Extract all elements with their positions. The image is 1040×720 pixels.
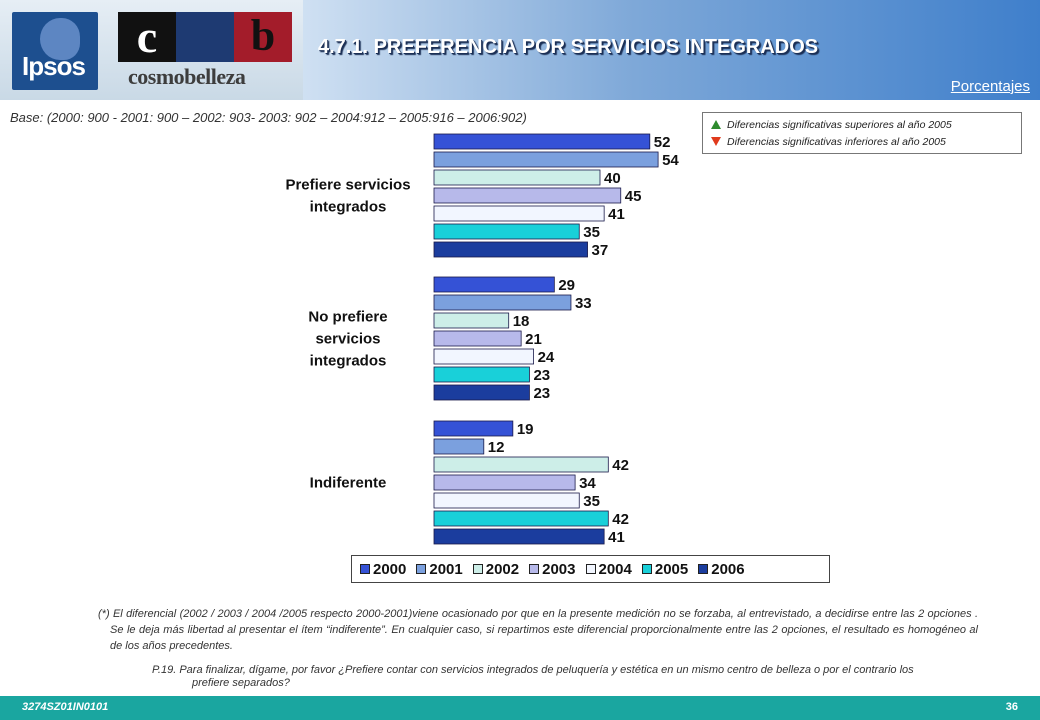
significance-down-text: Diferencias significativas inferiores al… <box>727 135 946 148</box>
cb-logo-b: b <box>234 12 292 62</box>
footnote: (*) El diferencial (2002 / 2003 / 2004 /… <box>98 608 978 652</box>
legend-swatch-2003 <box>529 564 540 574</box>
significance-legend: Diferencias significativas superiores al… <box>702 112 1022 154</box>
triangle-up-icon <box>711 120 721 129</box>
legend-label-2002: 2002 <box>485 560 520 578</box>
legend-item-2005: 2005 <box>641 560 689 578</box>
data-label-2001-group-2: 33 <box>575 295 592 312</box>
legend-swatch-2004 <box>585 564 596 574</box>
data-label-2006-group-2: 23 <box>533 385 550 402</box>
legend-label-2005: 2005 <box>654 560 689 578</box>
significance-up-text: Diferencias significativas superiores al… <box>727 118 952 131</box>
category-label-1: Prefiere servicios integrados <box>285 177 410 216</box>
bar-2005-group-1 <box>433 223 580 240</box>
bar-2003-group-2 <box>433 330 522 347</box>
page-subtitle: Porcentajes <box>950 78 1030 95</box>
data-label-2000-group-3: 19 <box>517 421 534 438</box>
bar-2004-group-3 <box>433 492 580 509</box>
data-label-2000-group-2: 29 <box>558 277 575 294</box>
bar-2006-group-2 <box>433 384 530 401</box>
legend-label-2006: 2006 <box>711 560 745 578</box>
legend-swatch-2002 <box>472 564 483 574</box>
legend-item-2006: 2006 <box>698 560 745 578</box>
data-label-2002-group-3: 42 <box>612 457 629 474</box>
bar-2005-group-3 <box>433 510 609 527</box>
legend-swatch-2005 <box>641 564 652 574</box>
data-label-2006-group-3: 41 <box>608 529 625 546</box>
data-label-2001-group-3: 12 <box>488 439 505 456</box>
data-label-2004-group-2: 24 <box>538 349 555 366</box>
footer-bar <box>0 696 1040 720</box>
significance-down-row: Diferencias significativas inferiores al… <box>711 133 1013 150</box>
legend-label-2003: 2003 <box>542 560 576 578</box>
logo-panel: Ipsos c b cosmobelleza <box>0 0 303 100</box>
legend-swatch-2006 <box>698 564 709 574</box>
ipsos-face-icon <box>40 18 80 60</box>
legend-item-2002: 2002 <box>472 560 520 578</box>
bar-2001-group-2 <box>433 294 572 311</box>
bar-2002-group-2 <box>433 312 510 329</box>
cb-logo-art <box>176 12 234 62</box>
bar-2003-group-3 <box>433 474 576 491</box>
legend-item-2001: 2001 <box>416 560 463 578</box>
significance-up-row: Diferencias significativas superiores al… <box>711 116 1013 133</box>
data-label-2005-group-2: 23 <box>533 367 550 384</box>
legend-label-2001: 2001 <box>429 560 463 578</box>
cosmobelleza-wordmark: cosmobelleza <box>128 64 246 89</box>
header-bar <box>303 0 1040 100</box>
page-title: 4.7.1. PREFERENCIA POR SERVICIOS INTEGRA… <box>318 36 819 58</box>
ipsos-logo: Ipsos <box>12 12 98 90</box>
data-label-2003-group-2: 21 <box>525 331 542 348</box>
category-label-2: No prefiere servicios integrados <box>308 309 387 370</box>
data-label-2005-group-1: 35 <box>583 224 600 241</box>
data-label-2005-group-3: 42 <box>612 511 629 528</box>
question-text: P.19. Para finalizar, dígame, por favor … <box>152 664 914 689</box>
bar-2000-group-3 <box>433 420 514 437</box>
legend-swatch-2000 <box>360 564 370 574</box>
legend-item-2004: 2004 <box>585 560 632 578</box>
bar-2005-group-2 <box>433 366 530 383</box>
base-text: Base: (2000: 900 - 2001: 900 – 2002: 903… <box>10 110 527 125</box>
data-label-2004-group-3: 35 <box>583 493 600 510</box>
bar-2004-group-2 <box>433 348 534 365</box>
legend-label-2004: 2004 <box>598 560 632 578</box>
data-label-2002-group-1: 40 <box>604 170 621 187</box>
bar-2001-group-1 <box>433 151 659 168</box>
data-label-2006-group-1: 37 <box>592 242 609 259</box>
cb-logo-c: c <box>118 12 176 62</box>
legend-item-2003: 2003 <box>529 560 576 578</box>
page-number: 36 <box>1005 701 1018 713</box>
category-label-3: Indiferente <box>310 475 387 492</box>
bar-2001-group-3 <box>433 438 485 455</box>
data-label-2002-group-2: 18 <box>513 313 530 330</box>
data-label-2003-group-1: 45 <box>625 188 642 205</box>
data-label-2003-group-3: 34 <box>579 475 596 492</box>
data-label-2000-group-1: 52 <box>654 134 671 151</box>
cosmobelleza-logo: c b <box>118 12 292 62</box>
chart-legend: 2000 2001 2002 2003 2004 2005 2006 <box>351 555 830 583</box>
legend-swatch-2001 <box>416 564 427 574</box>
bar-2002-group-1 <box>433 169 601 186</box>
legend-item-2000: 2000 <box>360 561 406 578</box>
bar-2002-group-3 <box>433 456 609 473</box>
legend-label-2000: 2000 <box>373 560 407 578</box>
bar-2000-group-1 <box>433 133 651 150</box>
data-label-2004-group-1: 41 <box>608 206 625 223</box>
footer-code: 3274SZ01IN0101 <box>22 701 109 713</box>
bar-2006-group-3 <box>433 528 605 545</box>
triangle-down-icon <box>711 137 721 146</box>
data-label-2001-group-1: 54 <box>662 152 679 169</box>
bar-2004-group-1 <box>433 205 605 222</box>
ipsos-logo-text: Ipsos <box>22 51 86 81</box>
bar-2003-group-1 <box>433 187 622 204</box>
bar-2006-group-1 <box>433 241 588 258</box>
bar-2000-group-2 <box>433 276 555 293</box>
